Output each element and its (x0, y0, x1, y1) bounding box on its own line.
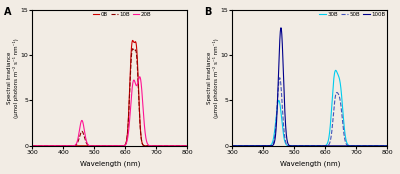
Line: 100B: 100B (232, 28, 387, 146)
20B (137, 76, 142, 78)
50B (382, 145, 387, 147)
50B (385, 145, 390, 147)
30B (248, 145, 252, 147)
50B (248, 145, 252, 147)
20B (182, 145, 187, 147)
100B (278, 27, 283, 29)
Y-axis label: Spectral Irradiance
(μmol photons m⁻² s⁻¹ nm⁻¹): Spectral Irradiance (μmol photons m⁻² s⁻… (207, 38, 219, 118)
100B (385, 145, 390, 147)
X-axis label: Wavelength (nm): Wavelength (nm) (280, 161, 340, 167)
Line: 50B: 50B (232, 78, 387, 146)
20B (165, 145, 170, 147)
100B (382, 145, 387, 147)
20B (185, 145, 190, 147)
10B (165, 145, 170, 147)
100B (230, 145, 235, 147)
10B (182, 145, 187, 147)
0B (96, 145, 101, 147)
Text: B: B (204, 7, 212, 17)
100B (248, 145, 252, 147)
100B (374, 145, 379, 147)
30B (230, 145, 235, 147)
Line: 0B: 0B (32, 40, 187, 146)
0B (48, 145, 52, 147)
Legend: 0B, 10B, 20B: 0B, 10B, 20B (90, 10, 154, 19)
0B (57, 145, 62, 147)
20B (48, 145, 52, 147)
30B (365, 145, 370, 147)
30B (296, 145, 301, 147)
Line: 20B: 20B (32, 77, 187, 146)
Text: A: A (4, 7, 12, 17)
0B (89, 145, 94, 147)
30B (382, 145, 387, 147)
10B (30, 145, 35, 147)
50B (277, 77, 282, 79)
Legend: 30B, 50B, 100B: 30B, 50B, 100B (317, 10, 388, 19)
10B (89, 145, 94, 147)
0B (165, 145, 170, 147)
100B (365, 145, 370, 147)
50B (365, 145, 370, 147)
10B (57, 145, 62, 147)
100B (296, 145, 301, 147)
50B (296, 145, 301, 147)
10B (185, 145, 190, 147)
20B (57, 145, 62, 147)
20B (30, 145, 35, 147)
0B (182, 145, 187, 147)
30B (385, 145, 390, 147)
30B (333, 69, 338, 71)
30B (289, 145, 294, 147)
50B (230, 145, 235, 147)
0B (30, 145, 35, 147)
100B (289, 145, 294, 147)
X-axis label: Wavelength (nm): Wavelength (nm) (80, 161, 140, 167)
30B (257, 145, 262, 147)
10B (130, 48, 135, 50)
Y-axis label: Spectral Irradiance
(μmol photons m⁻² s⁻¹ nm⁻¹): Spectral Irradiance (μmol photons m⁻² s⁻… (7, 38, 19, 118)
0B (185, 145, 190, 147)
10B (48, 145, 52, 147)
50B (257, 145, 262, 147)
0B (130, 39, 135, 41)
20B (96, 145, 101, 147)
Line: 30B: 30B (232, 70, 387, 146)
50B (289, 145, 294, 147)
100B (257, 145, 262, 147)
Line: 10B: 10B (32, 49, 187, 146)
20B (89, 145, 94, 147)
10B (96, 145, 101, 147)
